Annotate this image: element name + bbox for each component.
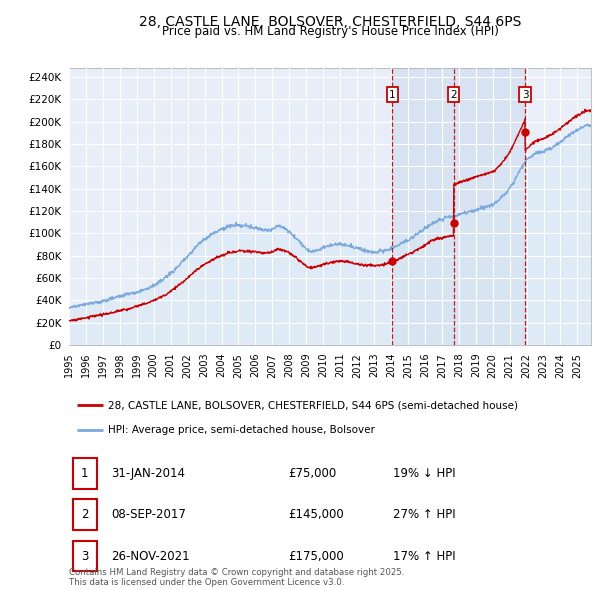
Text: Contains HM Land Registry data © Crown copyright and database right 2025.
This d: Contains HM Land Registry data © Crown c… bbox=[69, 568, 404, 587]
Bar bbox=[392, 68, 525, 345]
Text: Price paid vs. HM Land Registry's House Price Index (HPI): Price paid vs. HM Land Registry's House … bbox=[161, 25, 499, 38]
Text: 31-JAN-2014: 31-JAN-2014 bbox=[111, 467, 185, 480]
Text: 08-SEP-2017: 08-SEP-2017 bbox=[111, 508, 185, 522]
Text: £75,000: £75,000 bbox=[288, 467, 337, 480]
FancyBboxPatch shape bbox=[73, 499, 97, 530]
Text: 2: 2 bbox=[81, 508, 89, 522]
Text: 19% ↓ HPI: 19% ↓ HPI bbox=[392, 467, 455, 480]
Text: £175,000: £175,000 bbox=[288, 549, 344, 563]
FancyBboxPatch shape bbox=[73, 540, 97, 571]
Text: 27% ↑ HPI: 27% ↑ HPI bbox=[392, 508, 455, 522]
Text: 1: 1 bbox=[81, 467, 89, 480]
Text: 3: 3 bbox=[81, 549, 89, 563]
Text: HPI: Average price, semi-detached house, Bolsover: HPI: Average price, semi-detached house,… bbox=[108, 425, 375, 435]
Text: £145,000: £145,000 bbox=[288, 508, 344, 522]
Text: 3: 3 bbox=[521, 90, 529, 100]
Text: 1: 1 bbox=[389, 90, 396, 100]
Text: 2: 2 bbox=[450, 90, 457, 100]
FancyBboxPatch shape bbox=[73, 458, 97, 489]
Text: 28, CASTLE LANE, BOLSOVER, CHESTERFIELD, S44 6PS (semi-detached house): 28, CASTLE LANE, BOLSOVER, CHESTERFIELD,… bbox=[108, 400, 518, 410]
Text: 28, CASTLE LANE, BOLSOVER, CHESTERFIELD, S44 6PS: 28, CASTLE LANE, BOLSOVER, CHESTERFIELD,… bbox=[139, 15, 521, 29]
Text: 26-NOV-2021: 26-NOV-2021 bbox=[111, 549, 190, 563]
Text: 17% ↑ HPI: 17% ↑ HPI bbox=[392, 549, 455, 563]
